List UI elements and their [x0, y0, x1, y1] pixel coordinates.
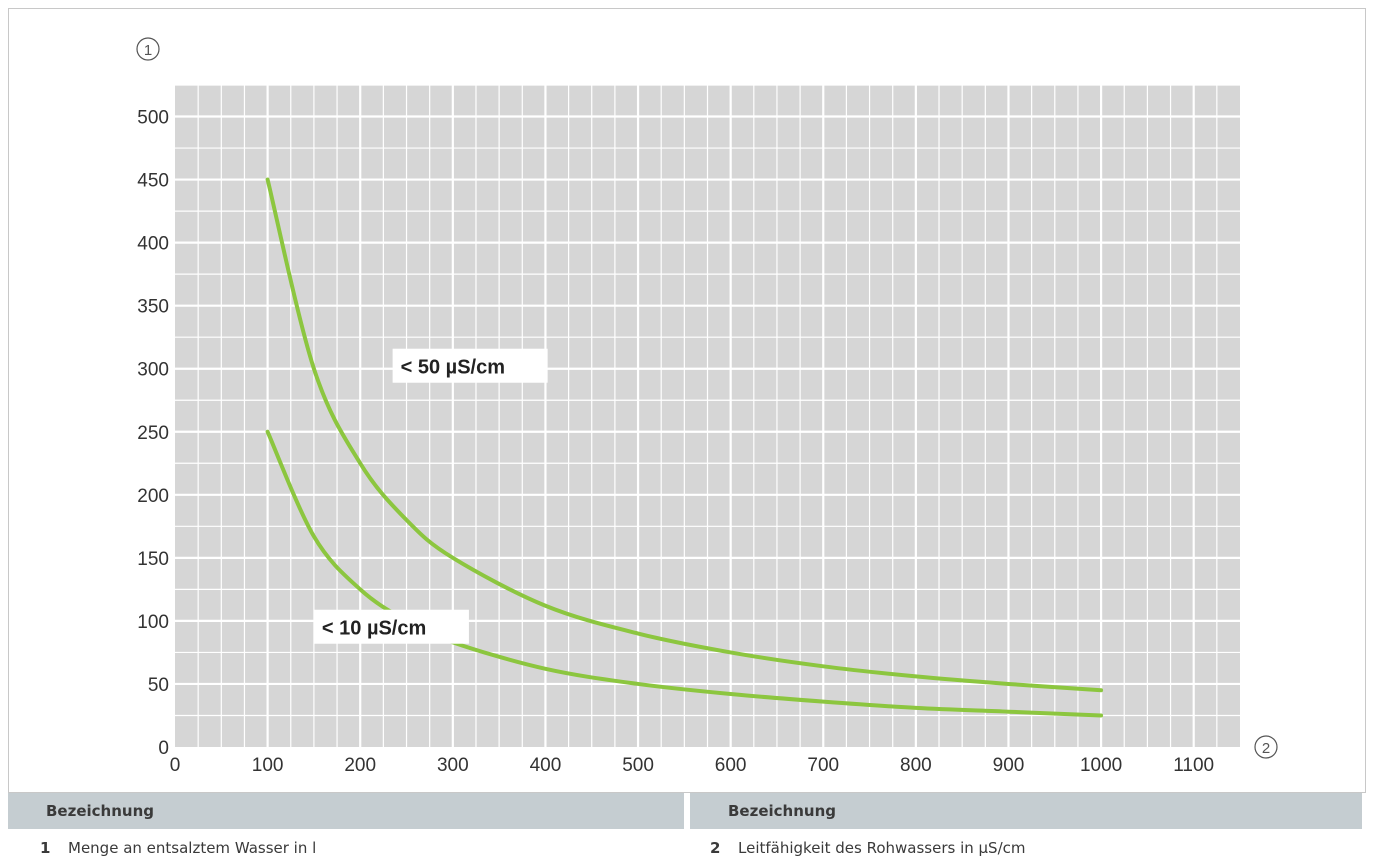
x-tick-label: 1100 — [1173, 755, 1214, 776]
x-tick-label: 700 — [807, 755, 839, 776]
y-tick-label: 0 — [158, 738, 169, 759]
y-tick-label: 500 — [137, 108, 169, 129]
x-tick-label: 900 — [993, 755, 1025, 776]
series-label: < 10 µS/cm — [322, 618, 426, 640]
y-tick-label: 250 — [137, 423, 169, 444]
legend-item-number: 1 — [40, 839, 51, 857]
figure-frame: 0 50 100 150 200 250 300 350 400 450 500 0 100 200 300… — [8, 8, 1366, 793]
y-tick-label: 200 — [137, 486, 169, 507]
y-tick-label: 300 — [137, 360, 169, 381]
x-tick-label: 500 — [622, 755, 654, 776]
x-axis-marker-circle — [1254, 735, 1278, 759]
legend-item-2: 2 Leitfähigkeit des Rohwassers in µS/cm — [710, 836, 1026, 860]
chart: 0 50 100 150 200 250 300 350 400 450 500 0 100 200 300… — [136, 37, 1278, 776]
y-tick-label: 350 — [137, 297, 169, 318]
legend-item-text: Leitfähigkeit des Rohwassers in µS/cm — [738, 839, 1026, 857]
y-axis-marker-circle — [136, 37, 160, 61]
y-tick-label: 50 — [148, 675, 169, 696]
legend-item-1: 1 Menge an entsalztem Wasser in l — [40, 836, 316, 860]
series-line-2 — [265, 429, 1104, 718]
y-tick-label: 400 — [137, 234, 169, 255]
x-tick-label: 100 — [252, 755, 284, 776]
x-axis-marker: 2 — [1262, 740, 1270, 757]
y-tick-label: 100 — [137, 612, 169, 633]
legend-item-text: Menge an entsalztem Wasser in l — [68, 839, 317, 857]
legend-item-number: 2 — [710, 839, 721, 857]
x-tick-label: 1000 — [1080, 755, 1122, 776]
series-label-box — [392, 348, 548, 383]
y-tick-label: 150 — [137, 549, 169, 570]
x-tick-label: 0 — [170, 755, 181, 776]
x-tick-label: 300 — [437, 755, 469, 776]
series-label: < 50 µS/cm — [401, 357, 505, 379]
x-tick-label: 200 — [344, 755, 376, 776]
x-tick-label: 600 — [715, 755, 747, 776]
series-label-box — [313, 609, 469, 644]
x-tick-label: 400 — [530, 755, 562, 776]
legend-header-right: Bezeichnung — [690, 793, 1362, 829]
y-axis-marker: 1 — [144, 42, 152, 59]
y-tick-label: 450 — [137, 171, 169, 192]
x-tick-label: 800 — [900, 755, 932, 776]
legend-header-left: Bezeichnung — [8, 793, 684, 829]
series-line-1 — [265, 177, 1104, 693]
